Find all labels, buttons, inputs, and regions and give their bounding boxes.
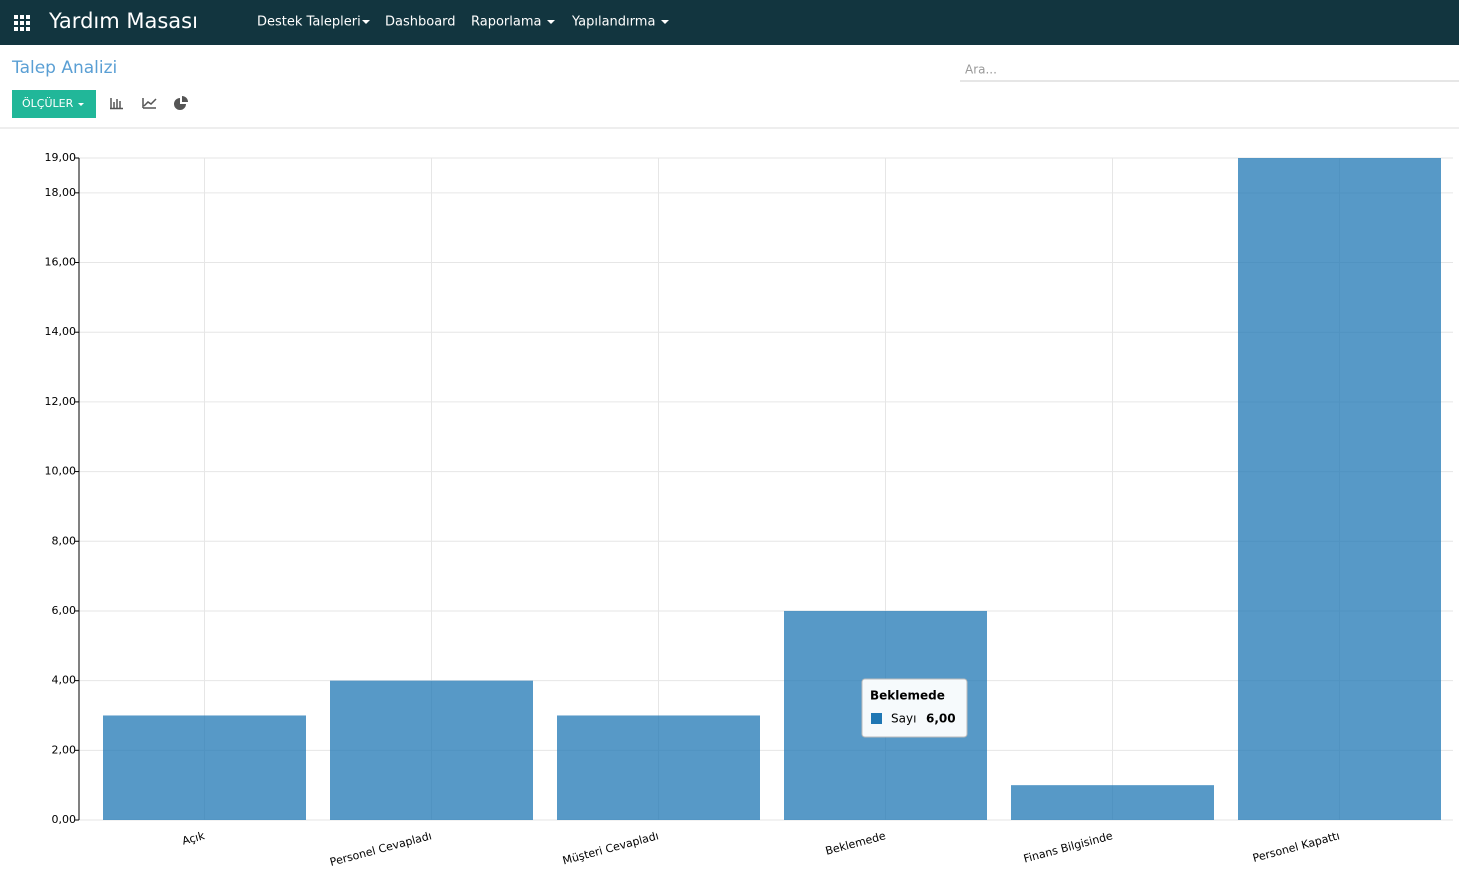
caret [362,20,370,24]
bar [330,680,533,820]
x-tick-label: Açık [181,829,207,848]
y-tick-label: 19,00 [45,151,77,164]
bar [1011,785,1214,820]
y-tick-label: 6,00 [52,604,77,617]
y-tick-label: 14,00 [45,325,77,338]
bar [103,715,306,820]
tooltip-swatch [871,713,882,724]
tooltip-title: Beklemede [870,689,945,703]
app-title: Yardım Masası [48,9,198,33]
chart: 0,00 2,00 4,00 6,00 8,00 10,00 12,00 14,00 16,00… [45,151,1453,869]
bar-chart-icon[interactable] [110,98,123,110]
y-tick-label: 12,00 [45,395,77,408]
line-chart-icon[interactable] [142,98,157,109]
x-tick-label: Personel Kapattı [1251,829,1341,865]
y-tick-label: 2,00 [52,743,77,756]
pie-chart-icon[interactable] [174,96,188,110]
menu-item[interactable]: Yapılandırma [571,15,655,30]
y-tick-label: 4,00 [52,674,77,687]
apps-icon[interactable] [14,15,30,31]
y-tick-label: 18,00 [45,186,77,199]
tooltip-value: 6,00 [926,712,956,726]
menu-item[interactable]: Dashboard [385,15,456,30]
breadcrumb: Talep Analizi [11,58,117,78]
bar [1238,158,1441,820]
y-tick-label: 0,00 [52,813,77,826]
caret [661,20,669,24]
bar [557,715,760,820]
search-input[interactable]: Ara... [965,63,997,77]
y-tick-label: 8,00 [52,534,77,547]
navbar [0,0,1459,45]
x-tick-label: Personel Cevapladı [328,829,433,869]
x-tick-label: Finans Bilgisinde [1022,829,1114,865]
caret [547,20,555,24]
x-tick-label: Müşteri Cevapladı [561,829,660,867]
measures-button-label: ÖLÇÜLER [22,97,74,110]
x-tick-label: Beklemede [824,829,887,858]
y-tick-label: 10,00 [45,465,77,478]
y-tick-label: 16,00 [45,256,77,269]
menu-item[interactable]: Raporlama [471,15,541,30]
tooltip-series: Sayı [891,712,916,726]
caret [78,103,84,106]
tooltip: Beklemede Sayı 6,00 [861,678,968,738]
tooltip-box [861,678,968,738]
menu-item[interactable]: Destek Talepleri [257,15,361,30]
